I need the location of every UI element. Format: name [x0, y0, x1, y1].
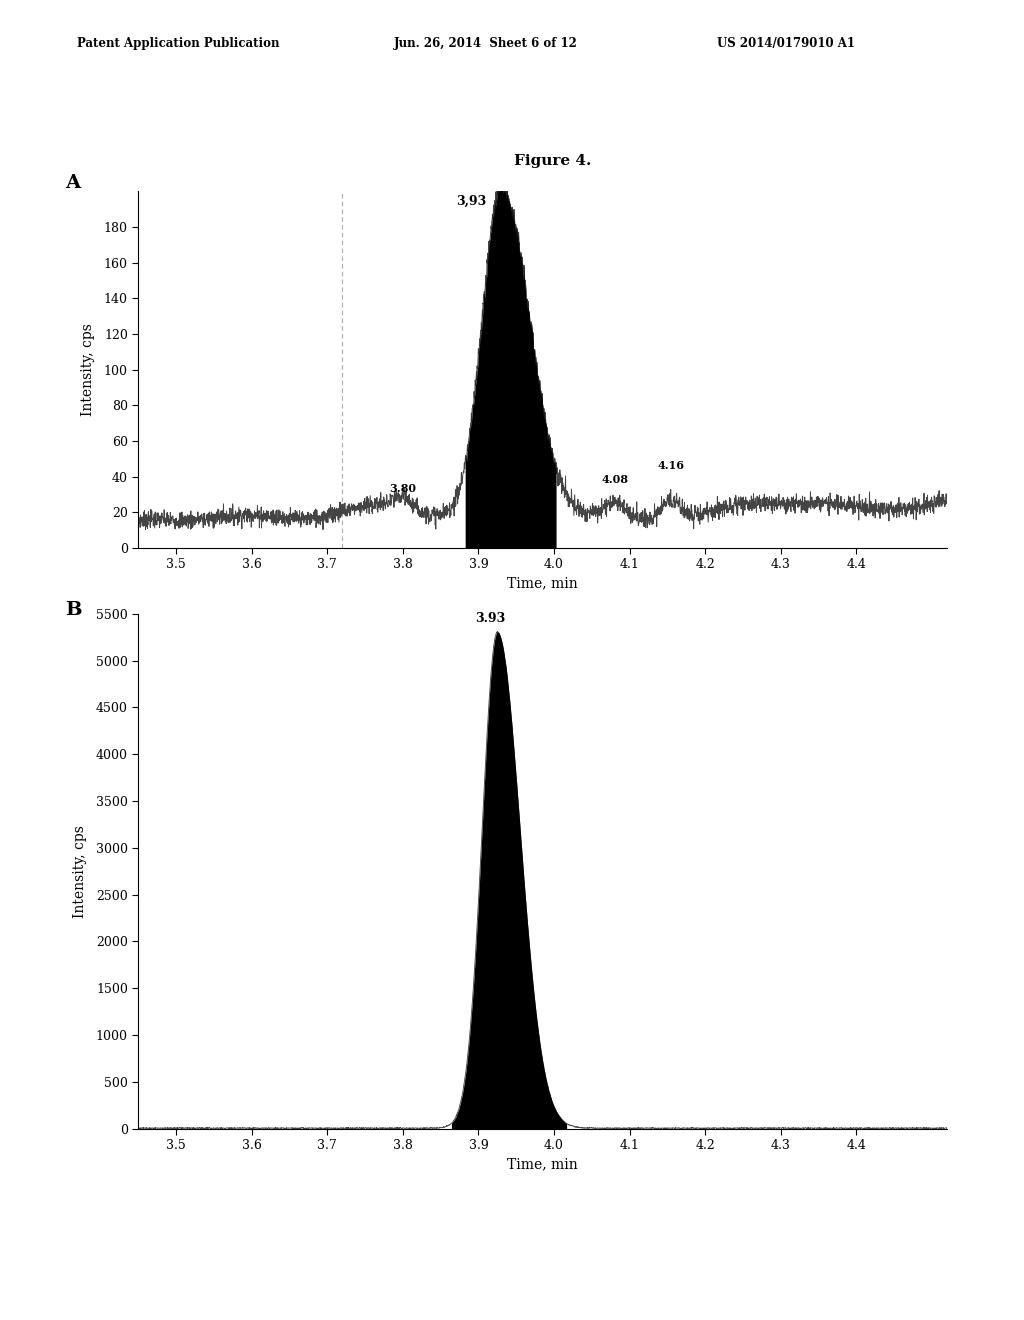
X-axis label: Time, min: Time, min — [507, 1158, 579, 1172]
Text: 3,93: 3,93 — [456, 194, 486, 207]
Text: 4.16: 4.16 — [657, 461, 685, 471]
Y-axis label: Intensity, cps: Intensity, cps — [82, 323, 95, 416]
Text: 3.80: 3.80 — [389, 483, 417, 495]
Text: Jun. 26, 2014  Sheet 6 of 12: Jun. 26, 2014 Sheet 6 of 12 — [394, 37, 579, 50]
Text: A: A — [66, 174, 81, 191]
X-axis label: Time, min: Time, min — [507, 577, 579, 591]
Text: US 2014/0179010 A1: US 2014/0179010 A1 — [717, 37, 855, 50]
Text: Patent Application Publication: Patent Application Publication — [77, 37, 280, 50]
Text: Figure 4.: Figure 4. — [514, 154, 592, 168]
Text: B: B — [66, 601, 82, 619]
Text: 4.08: 4.08 — [601, 474, 628, 486]
Y-axis label: Intensity, cps: Intensity, cps — [74, 825, 87, 917]
Text: 3.93: 3.93 — [475, 612, 505, 626]
